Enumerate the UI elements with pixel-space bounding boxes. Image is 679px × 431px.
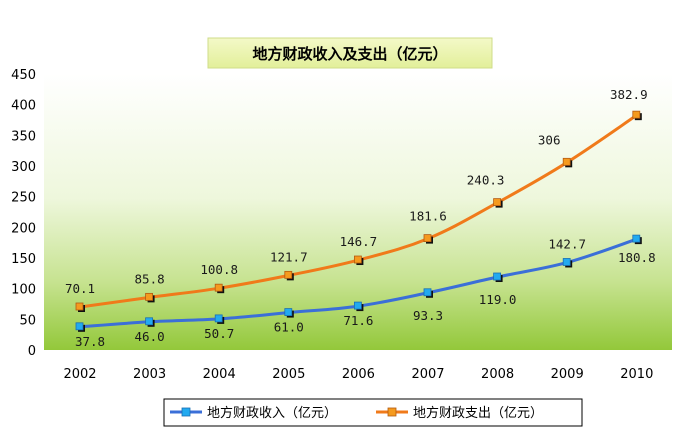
- data-point-income: [353, 301, 362, 310]
- y-axis-ticks: 0 50 100 150 200 250 300 350 400 450: [11, 68, 36, 359]
- series-layer: [75, 110, 642, 332]
- x-tick-label: 2008: [481, 367, 514, 382]
- data-point-expenditure: [214, 283, 223, 292]
- legend-income-marker: [181, 407, 191, 417]
- data-label-income: 50.7: [204, 326, 234, 341]
- y-tick-label: 100: [11, 283, 36, 298]
- x-tick-label: 2004: [203, 367, 236, 382]
- data-label-expenditure: 146.7: [340, 234, 378, 249]
- legend-income-label: 地方财政收入（亿元）: [207, 405, 337, 421]
- data-point-income: [145, 317, 154, 326]
- data-point-income: [632, 234, 641, 243]
- y-tick-label: 200: [11, 221, 36, 236]
- data-label-income: 71.6: [343, 313, 373, 328]
- data-label-income: 180.8: [618, 250, 656, 265]
- legend-entry-expenditure: 地方财政支出（亿元）: [376, 405, 543, 421]
- data-label-expenditure: 181.6: [409, 209, 447, 224]
- x-tick-label: 2007: [411, 367, 444, 382]
- x-tick-label: 2005: [272, 367, 305, 382]
- data-label-income: 93.3: [413, 308, 443, 323]
- y-tick-label: 350: [11, 129, 36, 144]
- data-label-income: 142.7: [548, 236, 586, 251]
- x-tick-label: 2003: [133, 367, 166, 382]
- title-box: [207, 37, 493, 69]
- data-point-income: [562, 258, 571, 266]
- data-point-expenditure: [562, 157, 571, 166]
- data-label-expenditure: 240.3: [467, 173, 505, 188]
- data-point-income: [284, 308, 293, 316]
- data-point-expenditure: [632, 110, 641, 119]
- data-point-expenditure: [75, 302, 84, 311]
- data-label-income: 119.0: [479, 292, 517, 307]
- data-label-income: 46.0: [135, 329, 165, 344]
- x-tick-label: 2002: [63, 367, 96, 382]
- data-point-expenditure: [493, 198, 502, 207]
- x-axis-ticks: 2002 2003 2004 2005 2006 2007 2008 2009 2010: [63, 367, 653, 382]
- data-point-income: [75, 322, 84, 331]
- y-tick-label: 400: [11, 99, 36, 114]
- data-point-expenditure: [284, 270, 293, 279]
- data-label-expenditure: 306: [538, 132, 561, 147]
- y-tick-label: 0: [28, 344, 36, 359]
- data-point-income: [493, 272, 502, 281]
- data-point-income: [423, 288, 432, 297]
- data-label-income: 37.8: [75, 334, 105, 349]
- x-tick-label: 2009: [551, 367, 584, 382]
- data-point-expenditure: [145, 292, 154, 301]
- legend-entry-income: 地方财政收入（亿元）: [170, 405, 337, 421]
- data-label-expenditure: 70.1: [65, 281, 95, 296]
- y-tick-label: 300: [11, 160, 36, 175]
- x-tick-label: 2010: [620, 367, 653, 382]
- data-label-income: 61.0: [274, 320, 304, 335]
- data-point-income: [214, 314, 223, 323]
- y-tick-label: 50: [19, 313, 36, 328]
- chart-title: 地方财政收入及支出（亿元）: [252, 45, 447, 63]
- legend: 地方财政收入（亿元） 地方财政支出（亿元）: [163, 398, 583, 427]
- y-tick-label: 150: [11, 252, 36, 267]
- data-label-expenditure: 121.7: [270, 249, 308, 264]
- data-label-expenditure: 85.8: [135, 271, 165, 286]
- legend-box: [163, 398, 583, 427]
- legend-expenditure-marker: [387, 407, 397, 417]
- data-label-expenditure: 100.8: [200, 262, 238, 277]
- data-point-expenditure: [353, 255, 362, 264]
- data-labels: 37.8 46.0 50.7 61.0 71.6 93.3 119.0 142.7 180.8 7…: [65, 87, 656, 349]
- y-tick-label: 250: [11, 191, 36, 206]
- y-tick-label: 450: [11, 68, 36, 83]
- x-tick-label: 2006: [342, 367, 375, 382]
- legend-expenditure-label: 地方财政支出（亿元）: [413, 405, 543, 421]
- data-point-expenditure: [423, 234, 432, 243]
- data-label-expenditure: 382.9: [610, 87, 648, 102]
